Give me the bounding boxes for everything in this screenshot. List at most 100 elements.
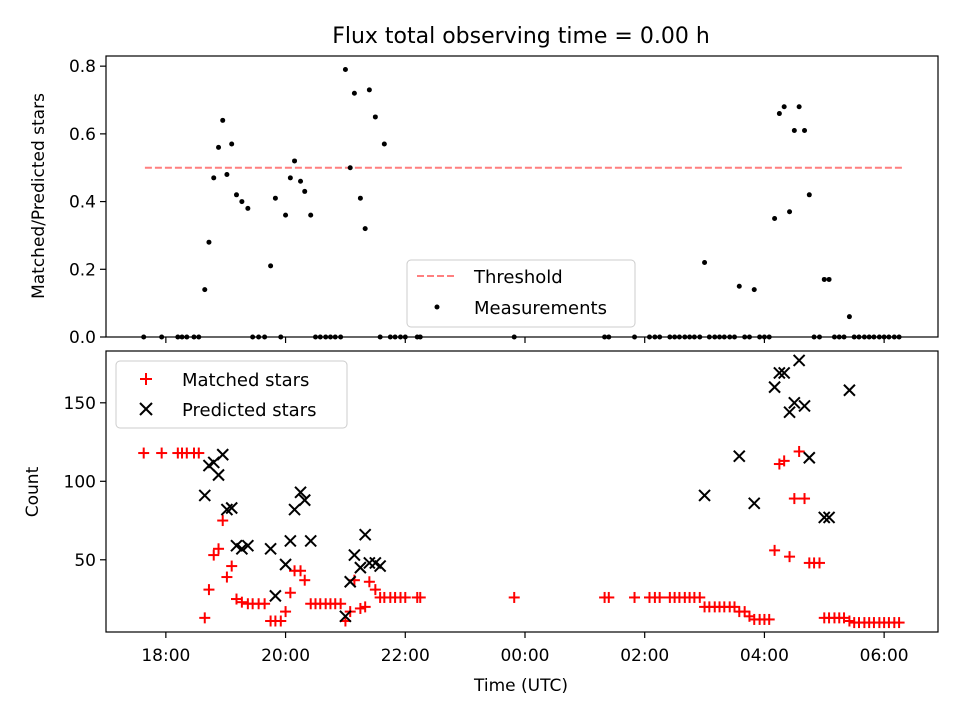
- matched-star-point: [799, 493, 811, 505]
- measurement-point: [826, 276, 832, 282]
- matched-star-point: [295, 565, 307, 577]
- predicted-star-point: [822, 511, 836, 524]
- legend-matched-marker: [140, 373, 152, 385]
- matched-star-point: [793, 445, 805, 457]
- predicted-star-point: [803, 451, 816, 464]
- measurement-point: [224, 171, 230, 177]
- predicted-star-point: [733, 449, 746, 463]
- measurement-point: [781, 104, 787, 110]
- matched-star-point: [813, 557, 825, 569]
- measurement-point: [791, 127, 797, 133]
- measurement-point: [229, 141, 235, 147]
- predicted-star-point: [768, 380, 781, 394]
- measurement-point: [302, 188, 308, 194]
- matched-star-point: [280, 606, 292, 618]
- predicted-points-layer: [198, 354, 856, 623]
- matched-star-point: [299, 574, 311, 586]
- measurement-point: [372, 114, 378, 120]
- matched-star-point: [208, 549, 220, 561]
- bottom-x-ticks: 18:00 20:00 22:00 00:00 02:00 04:00 06:00: [141, 632, 909, 666]
- x-tick-label: 20:00: [261, 646, 310, 666]
- legend-measurements-marker: [434, 304, 440, 310]
- predicted-star-point: [354, 561, 367, 574]
- predicted-star-point: [298, 493, 311, 507]
- measurement-point: [796, 104, 802, 110]
- matched-star-point: [226, 560, 238, 572]
- bottom-y-tick-label: 150: [64, 394, 96, 414]
- matched-star-point: [138, 447, 150, 459]
- measurement-point: [821, 276, 827, 282]
- measurement-point: [239, 199, 245, 205]
- top-y-tick-label: 0.2: [69, 260, 96, 280]
- top-y-tick-label: 0.0: [69, 328, 96, 348]
- matched-star-point: [203, 584, 215, 596]
- matched-star-point: [769, 544, 781, 556]
- predicted-star-point: [269, 589, 282, 603]
- measurement-point: [272, 195, 278, 201]
- matched-star-point: [784, 551, 796, 563]
- predicted-star-point: [773, 366, 786, 380]
- bottom-y-tick-label: 50: [74, 551, 96, 571]
- x-tick-label: 04:00: [740, 646, 789, 666]
- matched-star-point: [359, 601, 371, 613]
- top-legend: Threshold Measurements: [406, 259, 636, 328]
- predicted-star-point: [288, 503, 301, 516]
- bottom-legend-box: [115, 360, 348, 429]
- predicted-star-point: [212, 468, 225, 482]
- bottom-y-ticks: 50 100 150: [64, 394, 106, 571]
- measurement-point: [357, 195, 363, 201]
- predicted-star-point: [348, 548, 361, 562]
- top-y-tick-label: 0.8: [69, 57, 96, 77]
- bottom-y-tick-label: 100: [64, 472, 96, 492]
- bottom-y-axis-label: Count: [23, 466, 43, 517]
- matched-star-point: [763, 613, 775, 625]
- bottom-panel: 50 100 150 18:00 20:00 22:00 00:00 02:00 04:00 0…: [23, 350, 939, 696]
- matched-star-point: [654, 591, 666, 603]
- predicted-star-point: [284, 534, 297, 548]
- measurement-point: [351, 90, 357, 96]
- predicted-star-point: [788, 396, 801, 410]
- predicted-star-point: [783, 406, 796, 419]
- measurement-point: [736, 283, 742, 289]
- top-y-ticks: 0.0 0.2 0.4 0.6 0.8: [69, 57, 106, 348]
- matched-star-point: [221, 571, 233, 583]
- measurement-point: [283, 212, 289, 218]
- measurement-point: [268, 263, 274, 269]
- measurement-points-layer: [141, 67, 902, 340]
- measurement-point: [206, 239, 212, 245]
- legend-threshold-label: Threshold: [473, 267, 563, 288]
- matched-star-point: [508, 591, 520, 603]
- top-panel: 0.00.20.40.60.8 Matched/Predicted stars …: [29, 55, 939, 348]
- measurement-point: [772, 216, 778, 222]
- bottom-legend: Matched stars Predicted stars: [115, 360, 348, 429]
- measurement-point: [298, 178, 304, 184]
- measurement-point: [366, 87, 372, 93]
- predicted-star-point: [818, 511, 831, 524]
- legend-matched-label: Matched stars: [182, 370, 309, 391]
- legend-measurements-label: Measurements: [474, 298, 607, 319]
- predicted-star-point: [235, 542, 249, 556]
- matched-star-point: [363, 576, 375, 588]
- predicted-star-point: [241, 539, 255, 552]
- bottom-axes-frame: [105, 350, 939, 633]
- matched-star-point: [788, 493, 800, 505]
- predicted-star-point: [216, 448, 229, 461]
- x-axis-label: Time (UTC): [473, 676, 568, 696]
- matched-star-point: [335, 598, 347, 610]
- measurement-point: [233, 192, 239, 198]
- measurement-point: [751, 287, 757, 293]
- matched-star-point: [236, 596, 248, 608]
- measurement-point: [216, 144, 222, 150]
- measurement-point: [292, 158, 298, 164]
- predicted-star-point: [304, 534, 317, 548]
- top-y-tick-label: 0.4: [69, 193, 96, 213]
- matched-star-point: [354, 602, 366, 614]
- matched-star-point: [193, 447, 205, 459]
- matched-star-point: [778, 455, 790, 467]
- measurement-point: [245, 205, 251, 211]
- predicted-star-point: [225, 501, 238, 515]
- x-tick-label: 18:00: [141, 646, 190, 666]
- matched-star-point: [893, 617, 905, 629]
- measurement-point: [846, 314, 852, 320]
